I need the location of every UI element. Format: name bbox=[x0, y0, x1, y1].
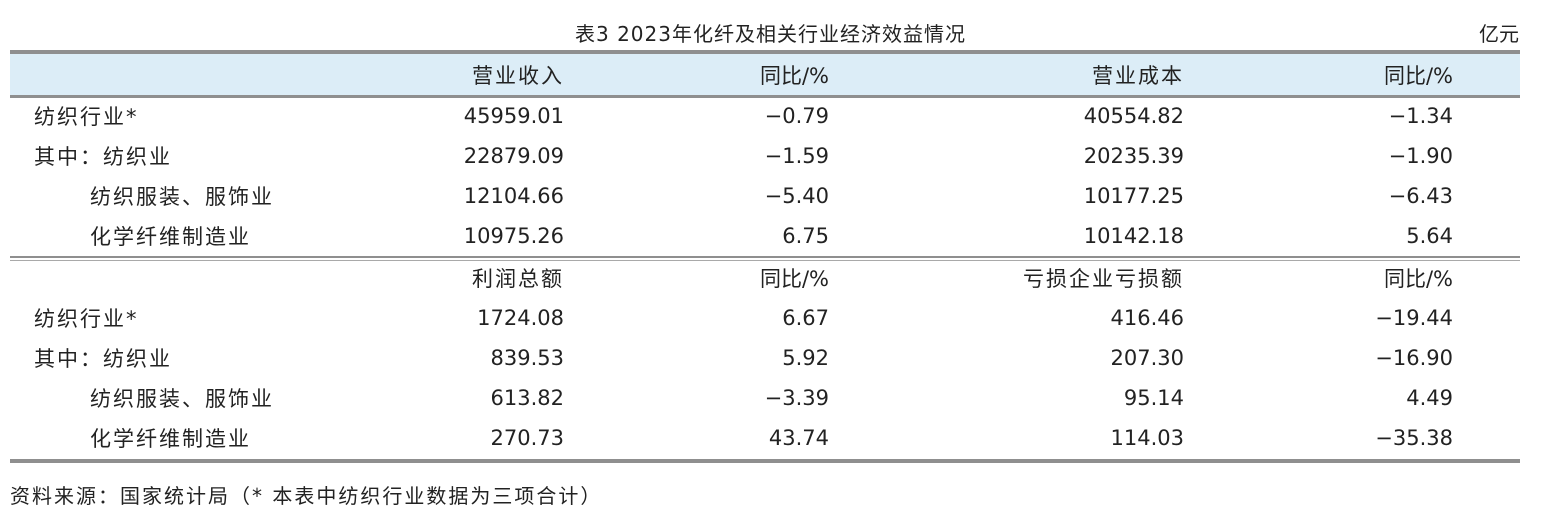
value-yoy: −1.34 bbox=[1388, 104, 1453, 128]
value-yoy: −19.44 bbox=[1375, 306, 1453, 330]
value-yoy: −35.38 bbox=[1375, 426, 1453, 450]
value-yoy: −1.59 bbox=[764, 144, 829, 168]
value-yoy: 5.92 bbox=[782, 346, 829, 370]
section-divider-top bbox=[10, 256, 1520, 258]
value-profit: 613.82 bbox=[490, 386, 564, 410]
value-yoy: 4.49 bbox=[1406, 386, 1453, 410]
table-row: 纺织服装、服饰业 613.82 −3.39 95.14 4.49 bbox=[10, 378, 1520, 418]
value-yoy: −1.90 bbox=[1388, 144, 1453, 168]
header-row-2: 利润总额 同比/% 亏损企业亏损额 同比/% bbox=[10, 258, 1520, 298]
value-cost: 10177.25 bbox=[1083, 184, 1184, 208]
value-yoy: −16.90 bbox=[1375, 346, 1453, 370]
header-cost: 营业成本 bbox=[1092, 63, 1184, 88]
value-yoy: 6.67 bbox=[782, 306, 829, 330]
table-row: 纺织行业* 45959.01 −0.79 40554.82 −1.34 bbox=[10, 96, 1520, 136]
row-label: 纺织行业* bbox=[34, 105, 139, 129]
value-yoy: −3.39 bbox=[764, 386, 829, 410]
value-cost: 20235.39 bbox=[1083, 144, 1184, 168]
value-revenue: 45959.01 bbox=[463, 104, 564, 128]
row-label: 纺织行业* bbox=[34, 307, 139, 331]
source-note: 资料来源：国家统计局（* 本表中纺织行业数据为三项合计） bbox=[10, 484, 603, 508]
value-yoy: 6.75 bbox=[782, 224, 829, 248]
value-yoy: −5.40 bbox=[764, 184, 829, 208]
value-yoy: −0.79 bbox=[764, 104, 829, 128]
value-revenue: 10975.26 bbox=[463, 224, 564, 248]
table-row: 纺织服装、服饰业 12104.66 −5.40 10177.25 −6.43 bbox=[10, 176, 1520, 216]
section-divider-bottom bbox=[10, 260, 1520, 261]
table-title: 表3 2023年化纤及相关行业经济效益情况 bbox=[575, 22, 966, 46]
table-row: 纺织行业* 1724.08 6.67 416.46 −19.44 bbox=[10, 298, 1520, 338]
header-band bbox=[10, 54, 1520, 95]
unit-label: 亿元 bbox=[1479, 22, 1519, 46]
value-loss: 416.46 bbox=[1110, 306, 1184, 330]
header-yoy-2: 同比/% bbox=[1383, 63, 1453, 88]
header-rule-1 bbox=[10, 95, 1520, 98]
value-profit: 1724.08 bbox=[477, 306, 564, 330]
value-cost: 40554.82 bbox=[1083, 104, 1184, 128]
value-yoy: 5.64 bbox=[1406, 224, 1453, 248]
row-label: 化学纤维制造业 bbox=[90, 225, 251, 249]
header-revenue: 营业收入 bbox=[472, 63, 564, 88]
table-row: 其中：纺织业 839.53 5.92 207.30 −16.90 bbox=[10, 338, 1520, 378]
value-yoy: −6.43 bbox=[1388, 184, 1453, 208]
header-profit: 利润总额 bbox=[472, 267, 564, 291]
value-profit: 270.73 bbox=[490, 426, 564, 450]
bottom-rule bbox=[10, 459, 1520, 463]
row-label: 纺织服装、服饰业 bbox=[90, 387, 274, 411]
header-yoy-4: 同比/% bbox=[1383, 267, 1453, 291]
row-label: 纺织服装、服饰业 bbox=[90, 185, 274, 209]
row-label: 化学纤维制造业 bbox=[90, 427, 251, 451]
row-label: 其中：纺织业 bbox=[34, 347, 172, 371]
value-cost: 10142.18 bbox=[1083, 224, 1184, 248]
table-row: 化学纤维制造业 10975.26 6.75 10142.18 5.64 bbox=[10, 216, 1520, 256]
row-label: 其中：纺织业 bbox=[34, 145, 172, 169]
table-row: 化学纤维制造业 270.73 43.74 114.03 −35.38 bbox=[10, 418, 1520, 458]
header-yoy-3: 同比/% bbox=[759, 267, 829, 291]
value-revenue: 12104.66 bbox=[463, 184, 564, 208]
top-rule bbox=[10, 50, 1520, 54]
value-loss: 114.03 bbox=[1110, 426, 1184, 450]
header-row-1: 营业收入 同比/% 营业成本 同比/% bbox=[10, 54, 1520, 95]
table-row: 其中：纺织业 22879.09 −1.59 20235.39 −1.90 bbox=[10, 136, 1520, 176]
value-loss: 207.30 bbox=[1110, 346, 1184, 370]
header-yoy-1: 同比/% bbox=[759, 63, 829, 88]
header-loss: 亏损企业亏损额 bbox=[1023, 267, 1184, 291]
value-loss: 95.14 bbox=[1123, 386, 1184, 410]
value-revenue: 22879.09 bbox=[463, 144, 564, 168]
value-yoy: 43.74 bbox=[768, 426, 829, 450]
value-profit: 839.53 bbox=[490, 346, 564, 370]
